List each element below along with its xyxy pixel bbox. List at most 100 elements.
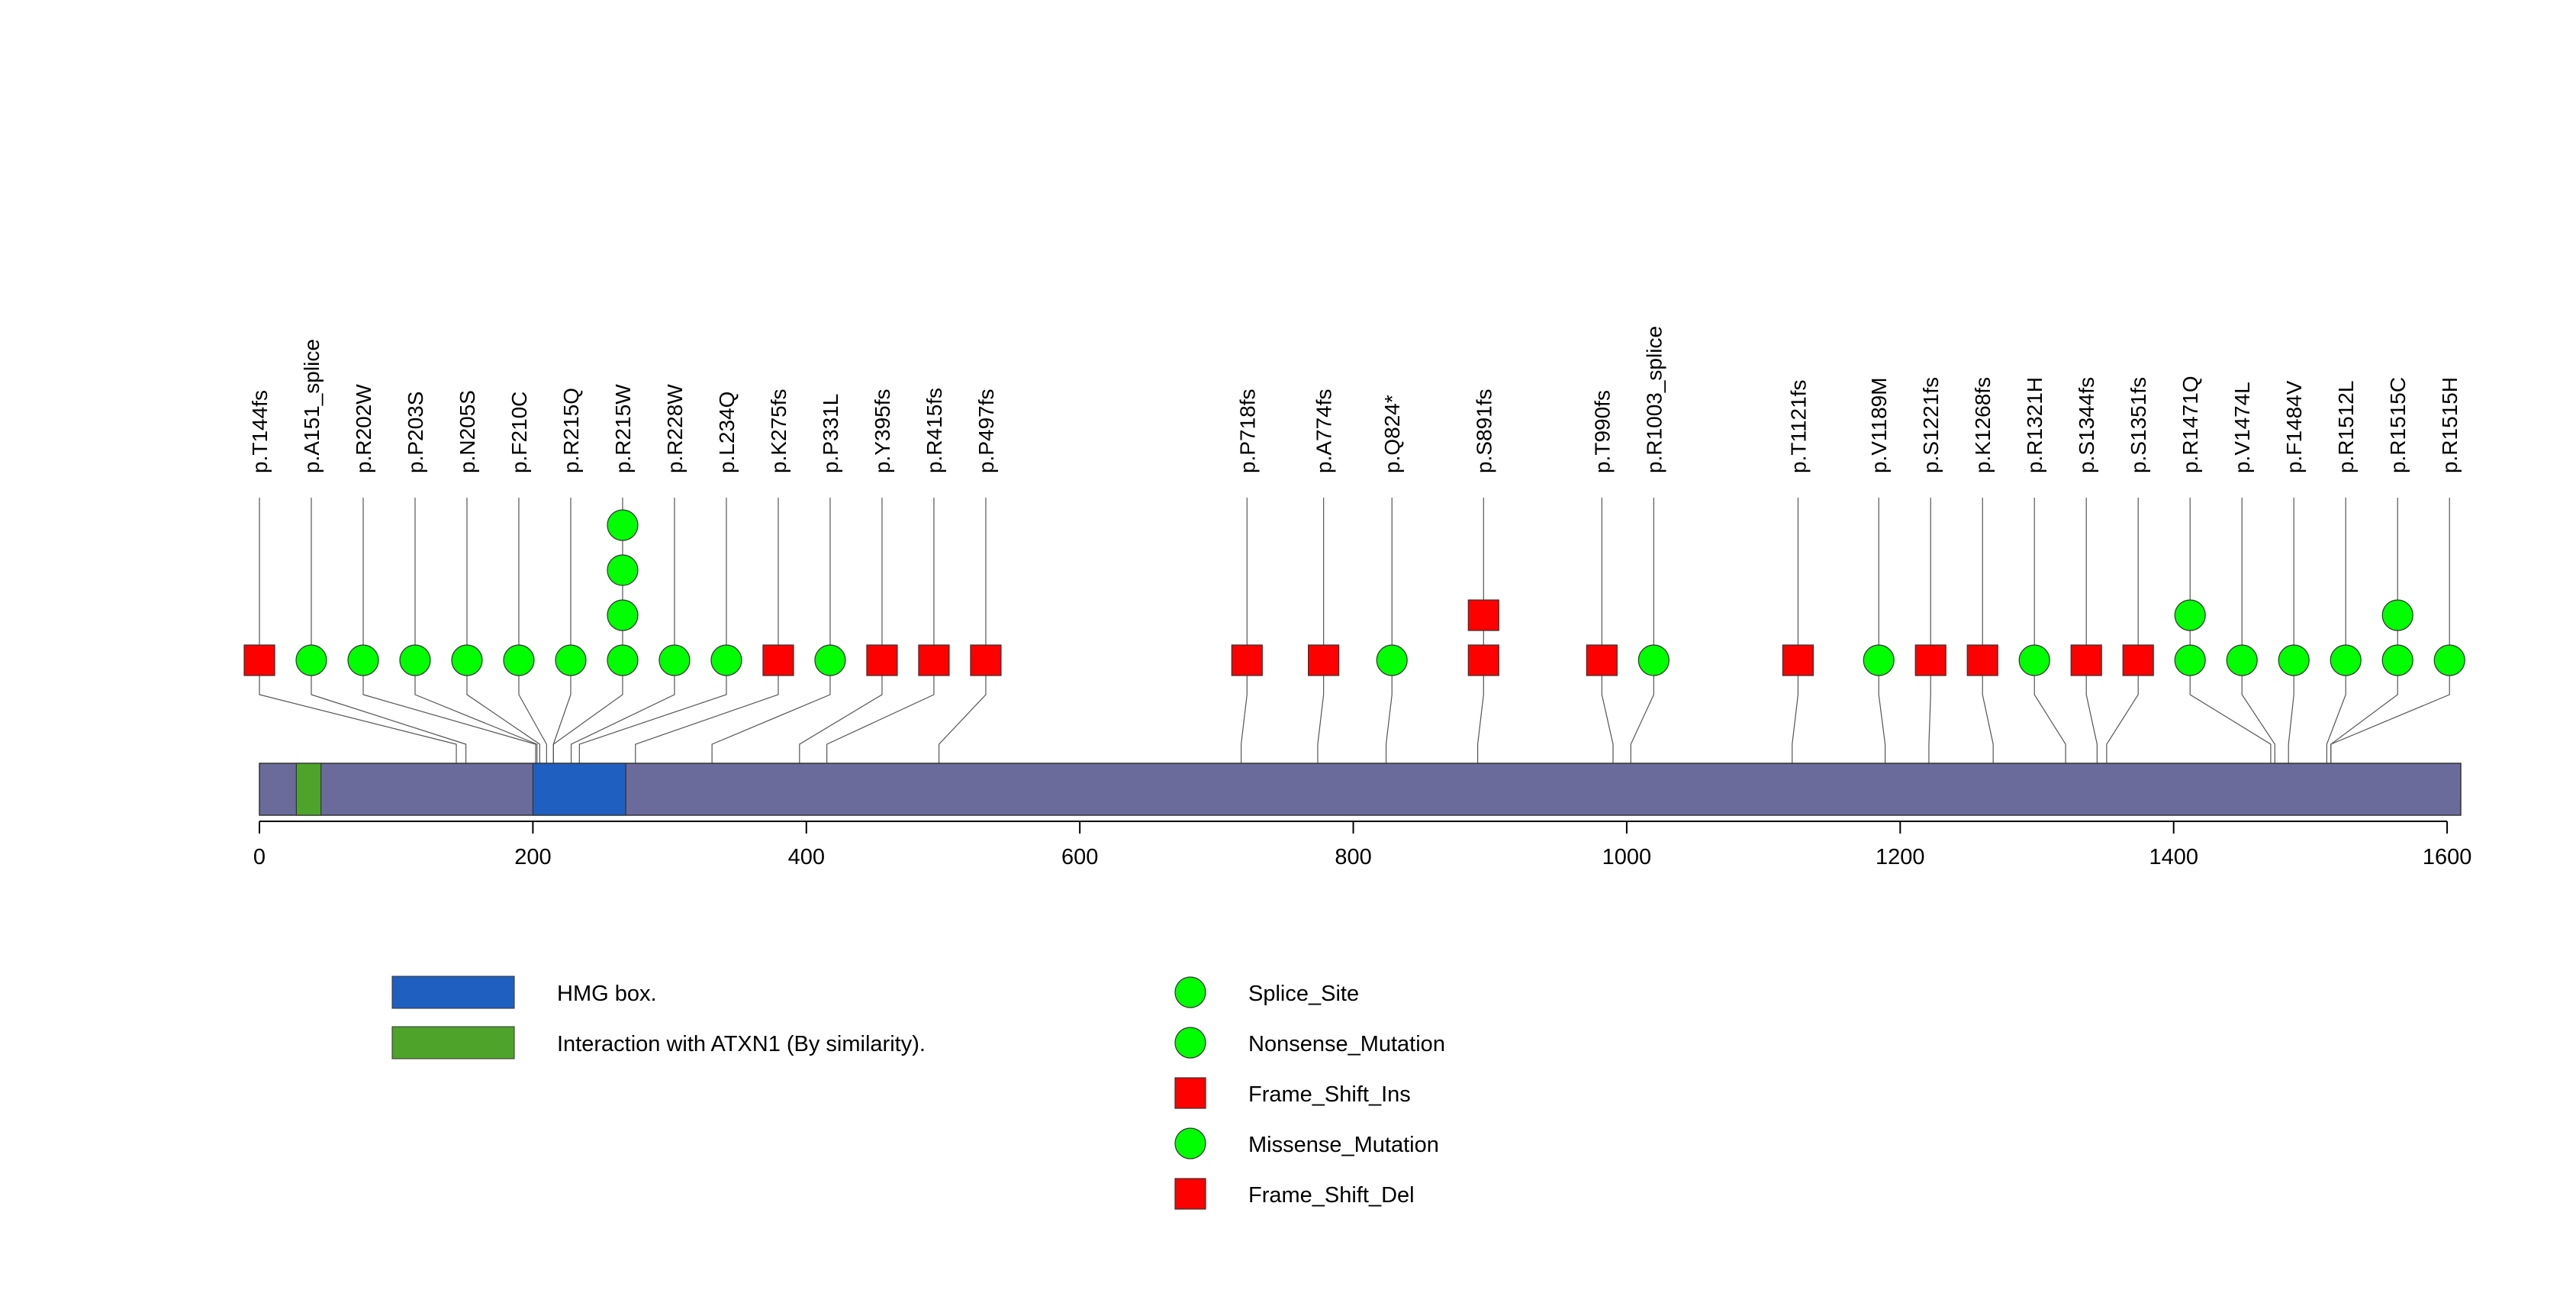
label-p-a151-splice: p.A151_splice	[300, 339, 324, 473]
label-p-r202w: p.R202W	[352, 384, 375, 473]
label-p-f210c: p.F210C	[507, 392, 531, 473]
marker-square-p-p718fs	[1231, 644, 1263, 676]
stem-lines	[259, 498, 2450, 660]
marker-circle-p-v1189m	[1863, 644, 1895, 676]
marker-circle-p-r1515c	[2381, 644, 2413, 676]
marker-square-p-k275fs	[762, 644, 794, 676]
x-tick-label: 1400	[2149, 845, 2198, 869]
x-tick-label: 1200	[1876, 845, 1925, 869]
marker-square-p-s1344fs	[2070, 644, 2102, 676]
x-tick-label: 800	[1335, 845, 1371, 869]
marker-circle-p-r215q	[555, 644, 587, 676]
x-tick-label: 200	[514, 845, 551, 869]
marker-circle-p-a151-splice	[295, 644, 327, 676]
domain-hmg-box	[532, 763, 626, 816]
marker-circle-p-r1515h	[2433, 644, 2465, 676]
legend-swatch-hmg-box	[391, 976, 515, 1009]
marker-circle-p-q824	[1376, 644, 1408, 676]
marker-square-p-r415fs	[918, 644, 950, 676]
label-p-t1121fs: p.T1121fs	[1786, 380, 1810, 473]
label-p-t990fs: p.T990fs	[1590, 390, 1614, 473]
label-p-r1471q: p.R1471Q	[2178, 376, 2202, 473]
marker-square-p-s1221fs	[1914, 644, 1946, 676]
label-p-r1321h: p.R1321H	[2023, 377, 2046, 473]
marker-circle-p-r1515c	[2381, 599, 2413, 631]
marker-circle-p-r215w	[607, 644, 639, 676]
domain-group	[295, 763, 626, 816]
mutation-markers	[243, 509, 2465, 676]
marker-circle-p-r202w	[347, 644, 379, 676]
marker-square-p-t144fs	[243, 644, 275, 676]
marker-circle-p-f1484v	[2278, 644, 2310, 676]
domain-interaction-with-atxn1-by-similarity	[295, 763, 322, 816]
label-p-r1515h: p.R1515H	[2438, 377, 2462, 473]
marker-square-p-a774fs	[1308, 644, 1340, 676]
marker-circle-p-r1512l	[2330, 644, 2362, 676]
legend-marker-splice-site	[1174, 976, 1206, 1008]
label-p-r415fs: p.R415fs	[923, 388, 946, 473]
marker-circle-p-r215w	[607, 554, 639, 586]
legend: HMG box. Interaction with ATXN1 (By simil…	[391, 976, 1445, 1210]
marker-circle-p-v1474l	[2226, 644, 2258, 676]
marker-square-p-s1351fs	[2122, 644, 2154, 676]
label-p-s1351fs: p.S1351fs	[2127, 377, 2150, 473]
marker-square-p-y395fs	[866, 644, 898, 676]
marker-square-p-k1268fs	[1966, 644, 1998, 676]
legend-label-splice-site: Splice_Site	[1248, 982, 1359, 1006]
label-p-r1512l: p.R1512L	[2334, 381, 2358, 473]
marker-square-p-s891fs	[1467, 599, 1499, 631]
marker-circle-p-l234q	[710, 644, 742, 676]
label-p-v1474l: p.V1474L	[2230, 382, 2254, 473]
x-tick-label: 600	[1061, 845, 1098, 869]
marker-circle-p-r215w	[607, 509, 639, 541]
label-p-k1268fs: p.K1268fs	[1971, 377, 1995, 473]
legend-label-nonsense-mutation: Nonsense_Mutation	[1248, 1032, 1445, 1056]
label-p-y395fs: p.Y395fs	[871, 389, 894, 473]
label-p-r228w: p.R228W	[663, 384, 687, 473]
x-tick-label: 1600	[2423, 845, 2472, 869]
legend-marker-frame-shift-del	[1174, 1178, 1206, 1210]
label-p-p203s: p.P203S	[404, 392, 427, 473]
marker-circle-p-r215w	[607, 599, 639, 631]
mutation-labels: p.T144fs p.A151_splice p.R202W p.P203S p.N20…	[248, 326, 2462, 473]
label-p-k275fs: p.K275fs	[767, 389, 791, 473]
label-p-a774fs: p.A774fs	[1312, 389, 1336, 473]
legend-label-missense-mutation: Missense_Mutation	[1248, 1133, 1439, 1157]
label-p-s891fs: p.S891fs	[1472, 389, 1496, 473]
marker-circle-p-r1321h	[2018, 644, 2050, 676]
label-p-r1515c: p.R1515C	[2386, 377, 2410, 473]
label-p-r1003-splice: p.R1003_splice	[1642, 326, 1666, 473]
marker-circle-p-p203s	[399, 644, 431, 676]
marker-square-p-s891fs	[1467, 644, 1499, 676]
x-tick-label: 400	[788, 845, 825, 869]
marker-square-p-t1121fs	[1782, 644, 1814, 676]
label-p-r215q: p.R215Q	[559, 388, 583, 473]
marker-circle-p-n205s	[451, 644, 483, 676]
label-p-s1344fs: p.S1344fs	[2075, 377, 2098, 473]
x-tick-label: 0	[253, 845, 266, 869]
legend-label-interaction-with-atxn1-by-similarity: Interaction with ATXN1 (By similarity).	[557, 1032, 926, 1056]
legend-label-frame-shift-ins: Frame_Shift_Ins	[1248, 1082, 1411, 1107]
legend-marker-nonsense-mutation	[1174, 1027, 1206, 1059]
label-p-f1484v: p.F1484V	[2282, 380, 2306, 473]
label-p-v1189m: p.V1189M	[1867, 377, 1891, 473]
marker-square-p-p497fs	[970, 644, 1002, 676]
label-p-r215w: p.R215W	[611, 384, 635, 473]
legend-label-hmg-box: HMG box.	[557, 982, 657, 1006]
marker-circle-p-r1471q	[2174, 599, 2206, 631]
label-p-p718fs: p.P718fs	[1235, 389, 1259, 473]
legend-label-frame-shift-del: Frame_Shift_Del	[1248, 1183, 1415, 1208]
label-p-p331l: p.P331L	[819, 394, 842, 473]
marker-circle-p-r1471q	[2174, 644, 2206, 676]
legend-swatch-interaction-with-atxn1-by-similarity	[391, 1026, 515, 1059]
x-axis: 0 200 400 600 800 1000 1200 1400 1600	[253, 821, 2471, 869]
legend-marker-frame-shift-ins	[1174, 1077, 1206, 1109]
marker-square-p-t990fs	[1586, 644, 1618, 676]
label-p-p497fs: p.P497fs	[974, 389, 998, 473]
marker-circle-p-r228w	[658, 644, 691, 676]
legend-marker-missense-mutation	[1174, 1127, 1206, 1159]
label-p-n205s: p.N205S	[456, 390, 479, 473]
label-p-s1221fs: p.S1221fs	[1919, 377, 1943, 473]
label-p-t144fs: p.T144fs	[248, 390, 272, 473]
